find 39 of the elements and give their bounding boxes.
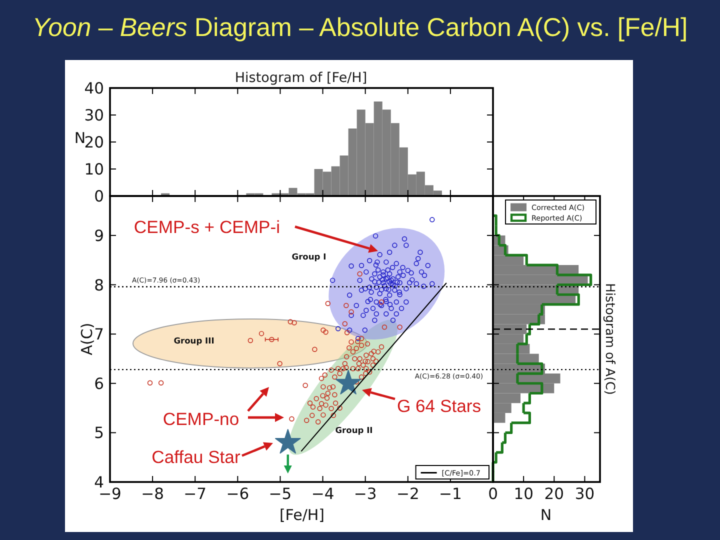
annotation: Group III bbox=[174, 336, 214, 346]
y-axis-title: N bbox=[74, 129, 86, 147]
x-tick-label: −8 bbox=[141, 485, 164, 503]
y-tick-label: 8 bbox=[94, 276, 104, 294]
y-tick-label: 5 bbox=[94, 424, 104, 442]
y-tick-label: 20 bbox=[84, 134, 104, 152]
y-tick-label: 10 bbox=[84, 160, 104, 178]
y-tick-label: 40 bbox=[84, 80, 104, 98]
annotation: CEMP-s + CEMP-i bbox=[134, 216, 280, 237]
x-tick-label: −6 bbox=[226, 485, 250, 503]
x-tick-label: −7 bbox=[184, 485, 207, 503]
y-axis-title: Histogram of A(C) bbox=[603, 283, 618, 395]
x-tick-label: 20 bbox=[544, 485, 564, 503]
point bbox=[269, 336, 274, 342]
x-tick-label: 30 bbox=[574, 485, 595, 503]
annotation: Group I bbox=[292, 252, 326, 262]
x-tick-label: −5 bbox=[268, 485, 292, 503]
annotation: Caffau Star bbox=[152, 446, 240, 467]
annotation: Group II bbox=[335, 425, 373, 435]
y-tick-label: 7 bbox=[94, 326, 104, 344]
x-tick-label: −3 bbox=[354, 485, 377, 503]
annotation: G 64 Stars bbox=[396, 396, 482, 416]
x-axis-title: N bbox=[540, 506, 552, 524]
y-tick-label: 0 bbox=[94, 188, 104, 206]
chart-title: Histogram of [Fe/H] bbox=[234, 70, 368, 86]
x-tick-label: 0 bbox=[488, 485, 498, 503]
x-tick-label: −2 bbox=[396, 485, 420, 503]
x-tick-label: −1 bbox=[439, 485, 462, 503]
chart-title: Yoon – Beers Diagram – Absolute Carbon A(C) vs. [Fe/H] bbox=[32, 14, 688, 42]
x-tick-label: −4 bbox=[311, 485, 334, 503]
x-tick-label: 10 bbox=[514, 485, 534, 503]
point bbox=[275, 429, 301, 454]
y-tick-label: 6 bbox=[94, 374, 104, 393]
y-tick-label: 9 bbox=[94, 226, 104, 245]
y-axis-title: A(C) bbox=[78, 322, 96, 356]
point bbox=[335, 370, 362, 394]
x-axis-title: [Fe/H] bbox=[279, 506, 325, 524]
annotation: CEMP-no bbox=[162, 409, 240, 429]
y-tick-label: 30 bbox=[84, 106, 104, 124]
